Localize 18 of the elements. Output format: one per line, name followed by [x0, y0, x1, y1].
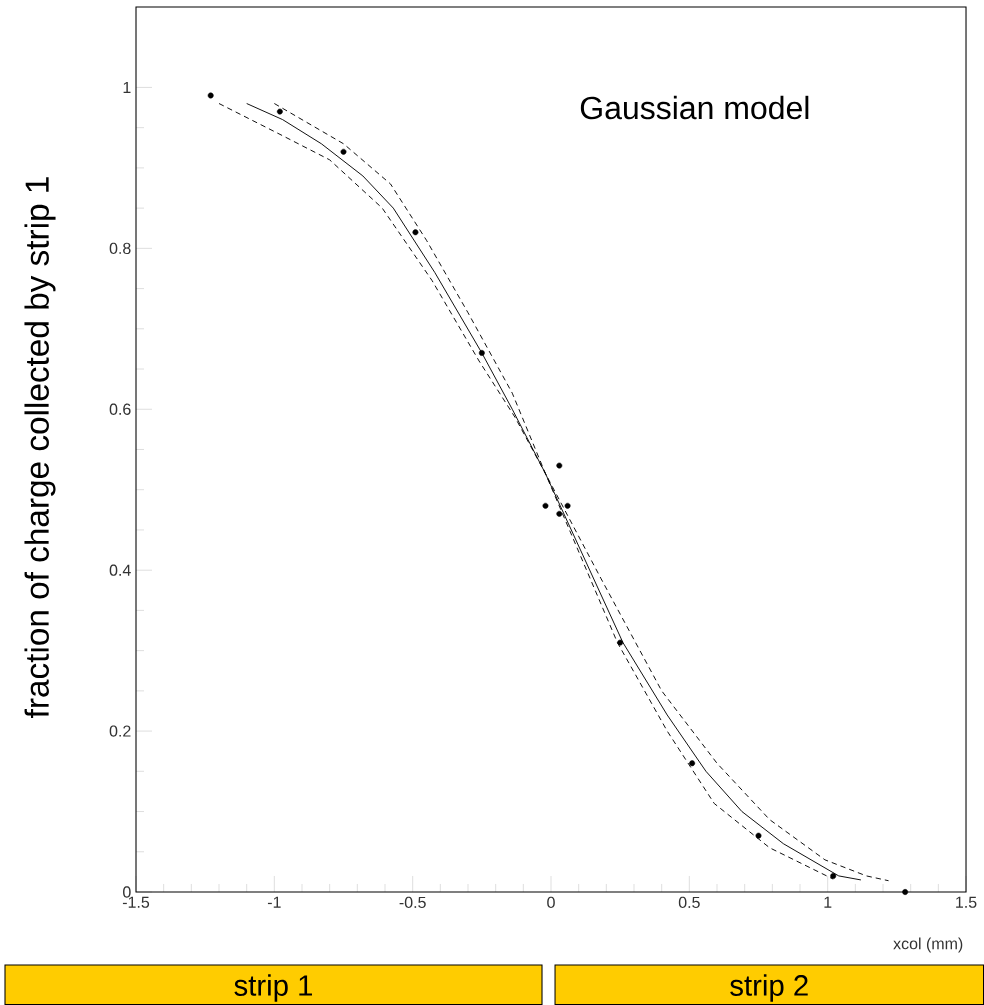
y-axis-title: fraction of charge collected by strip 1: [24, 177, 56, 718]
y-tick-label: 0.2: [109, 725, 131, 737]
y-tick-label: 0: [123, 886, 131, 898]
x-tick-label: 0.5: [678, 896, 700, 909]
y-tick-label: 0.6: [109, 403, 131, 415]
x-tick-label: 1.5: [956, 896, 977, 908]
y-tick-label: 0.4: [109, 564, 131, 576]
x-tick-label: -1: [267, 896, 281, 908]
x-axis-title: xcol (mm): [893, 937, 963, 953]
text: Gaussian model: [580, 95, 809, 120]
x-tick-label: -1.5: [122, 896, 150, 908]
y-tick-label: 0.8: [109, 242, 131, 254]
text: strip 1: [234, 974, 312, 1002]
x-tick-label: 1: [824, 896, 832, 908]
x-tick-label: -0.5: [399, 896, 426, 909]
text: strip 2: [730, 974, 808, 1002]
y-tick-label: 1: [123, 81, 131, 93]
x-tick-label: 0: [547, 896, 555, 909]
